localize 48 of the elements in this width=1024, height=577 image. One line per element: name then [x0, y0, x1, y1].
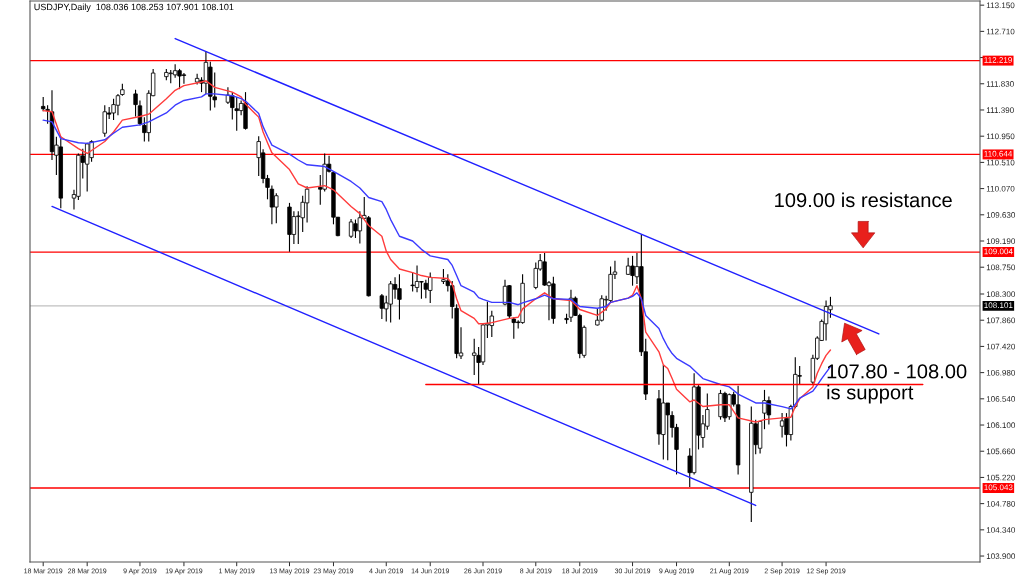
ref-line-label: 105.043: [984, 484, 1013, 491]
y-tick-label: 105.220: [986, 474, 1016, 481]
ref-line-label: 108.101: [984, 302, 1013, 309]
chart-title: USDJPY,Daily 108.036 108.253 107.901 108.101: [34, 3, 234, 12]
y-tick-label: 103.900: [986, 553, 1016, 560]
candlestick: [115, 93, 121, 116]
y-tick-label: 108.300: [986, 291, 1016, 297]
y-tick-label: 109.630: [986, 212, 1016, 218]
y-tick-label: 106.540: [986, 396, 1016, 402]
y-tick-label: 107.420: [986, 343, 1016, 350]
candlestick: [379, 293, 385, 320]
candlestick: [291, 210, 297, 245]
candlestick: [304, 185, 310, 224]
candlestick: [172, 63, 178, 79]
y-tick-label: 110.510: [986, 159, 1015, 166]
ref-line-label: 109.004: [984, 248, 1013, 255]
candlestick: [414, 264, 420, 293]
y-tick-label: 110.950: [986, 133, 1015, 140]
ref-line-label: 110.644: [984, 150, 1013, 157]
candlestick: [353, 219, 358, 239]
ref-line-label: 112.219: [984, 57, 1012, 63]
candlestick: [397, 273, 402, 321]
y-tick-label: 105.660: [986, 448, 1016, 455]
y-tick-label: 107.860: [986, 317, 1016, 324]
y-tick-label: 110.070: [986, 185, 1015, 192]
candlestick: [348, 218, 354, 239]
y-tick-label: 104.340: [986, 527, 1016, 533]
y-tick-label: 104.780: [986, 500, 1016, 507]
candlestick: [133, 89, 138, 118]
candlestick: [779, 412, 785, 439]
annotation: 107.80 - 108.00 is support: [827, 364, 967, 404]
candlestick: [388, 280, 393, 324]
candlestick: [630, 255, 635, 287]
candlestick: [410, 272, 415, 293]
y-tick-label: 106.980: [986, 369, 1016, 376]
y-tick-label: 106.100: [986, 422, 1016, 429]
candlestick: [234, 96, 239, 132]
y-tick-label: 112.710: [986, 28, 1015, 35]
candlestick: [181, 72, 187, 85]
candlestick: [423, 279, 429, 299]
y-tick-label: 108.750: [986, 264, 1016, 271]
y-tick-label: 111.830: [986, 81, 1014, 87]
annotation: 109.00 is resistance: [775, 192, 952, 208]
y-tick-label: 111.390: [986, 107, 1014, 113]
candlestick: [111, 98, 116, 121]
y-tick-label: 109.190: [986, 238, 1016, 244]
y-tick-label: 113.150: [986, 2, 1015, 9]
candlestick: [357, 210, 363, 244]
